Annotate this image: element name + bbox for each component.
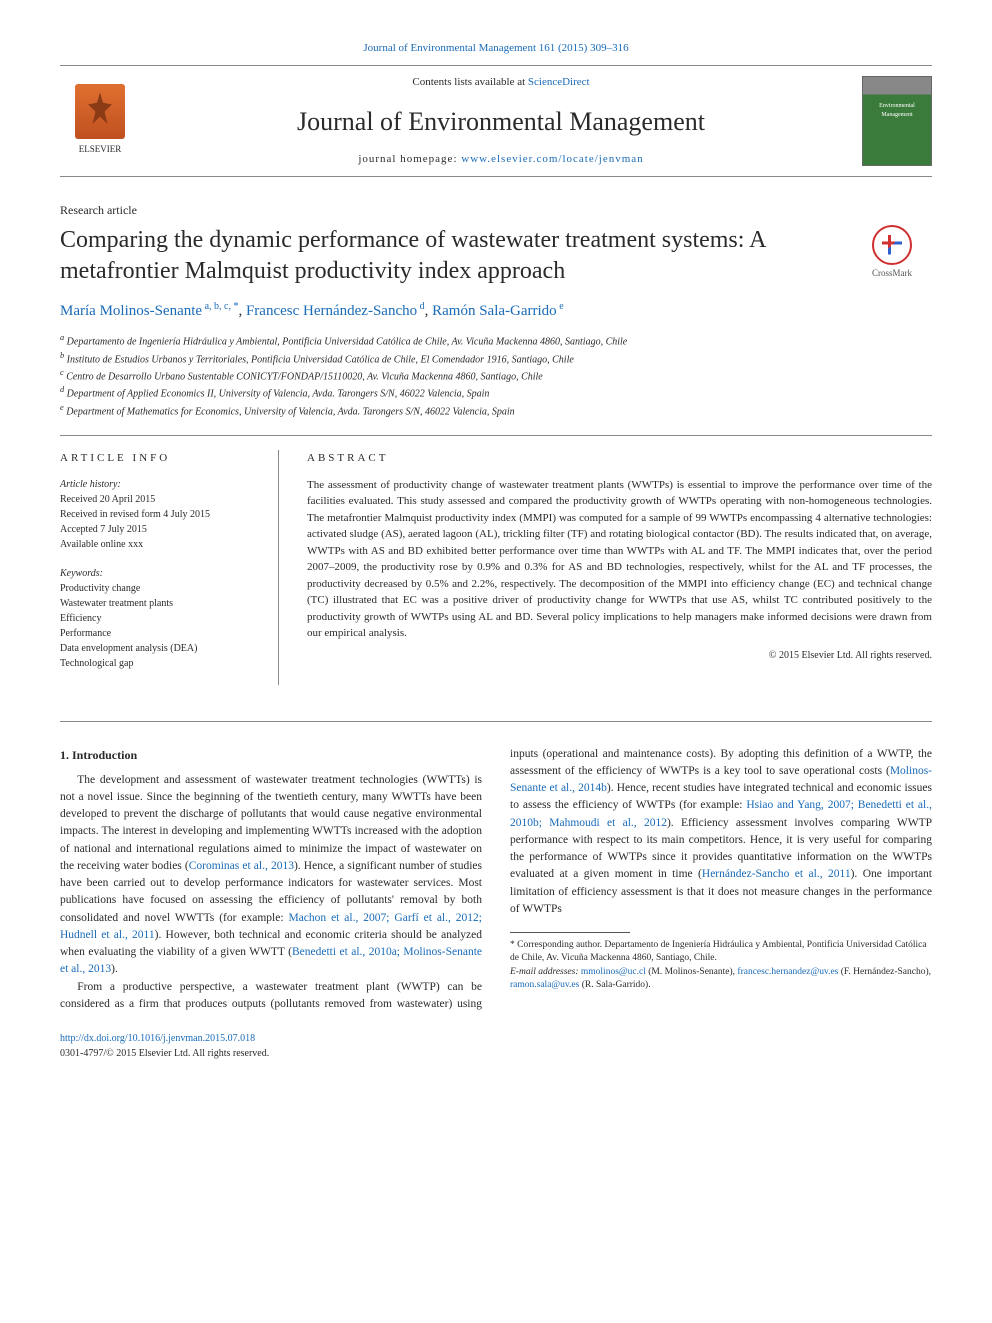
elsevier-logo: ELSEVIER	[60, 76, 140, 166]
journal-cover-thumbnail: Environmental Management	[862, 76, 932, 166]
email-label: E-mail addresses:	[510, 967, 581, 977]
history-accepted: Accepted 7 July 2015	[60, 522, 250, 537]
affiliation-e: e Department of Mathematics for Economic…	[60, 402, 932, 419]
email-2[interactable]: francesc.hernandez@uv.es	[737, 967, 838, 977]
contents-line: Contents lists available at ScienceDirec…	[140, 74, 862, 91]
doi-link[interactable]: http://dx.doi.org/10.1016/j.jenvman.2015…	[60, 1033, 255, 1044]
title-row: Comparing the dynamic performance of was…	[60, 225, 932, 287]
issn-copyright: 0301-4797/© 2015 Elsevier Ltd. All right…	[60, 1048, 269, 1059]
email-3[interactable]: ramon.sala@uv.es	[510, 980, 579, 990]
author-3[interactable]: Ramón Sala-Garrido	[432, 303, 557, 319]
body-separator	[60, 721, 932, 722]
email-footnote: E-mail addresses: mmolinos@uc.cl (M. Mol…	[510, 966, 932, 993]
article-title: Comparing the dynamic performance of was…	[60, 225, 832, 287]
article-info-column: ARTICLE INFO Article history: Received 2…	[60, 450, 250, 685]
keyword-4: Performance	[60, 626, 250, 641]
author-2-sup: d	[417, 301, 425, 312]
cite-hernandez-2011[interactable]: Hernández-Sancho et al., 2011	[702, 868, 851, 880]
affiliation-a: a Departamento de Ingeniería Hidráulica …	[60, 332, 932, 349]
author-2[interactable]: Francesc Hernández-Sancho	[246, 303, 417, 319]
header-center: Contents lists available at ScienceDirec…	[140, 74, 862, 168]
body-para-1: The development and assessment of wastew…	[60, 772, 482, 979]
keyword-3: Efficiency	[60, 611, 250, 626]
body-columns: 1. Introduction The development and asse…	[60, 746, 932, 1014]
authors-line: María Molinos-Senante a, b, c, *, France…	[60, 299, 932, 323]
section-1-heading: 1. Introduction	[60, 746, 482, 764]
elsevier-label: ELSEVIER	[79, 143, 122, 157]
homepage-line: journal homepage: www.elsevier.com/locat…	[140, 151, 862, 168]
keyword-5: Data envelopment analysis (DEA)	[60, 641, 250, 656]
journal-citation-link[interactable]: Journal of Environmental Management 161 …	[363, 42, 628, 54]
history-received: Received 20 April 2015	[60, 492, 250, 507]
sciencedirect-link[interactable]: ScienceDirect	[528, 76, 590, 88]
homepage-prefix: journal homepage:	[358, 153, 461, 165]
affiliation-b: b Instituto de Estudios Urbanos y Territ…	[60, 350, 932, 367]
author-1-sup: a, b, c, *	[202, 301, 238, 312]
abstract-column: ABSTRACT The assessment of productivity …	[278, 450, 932, 685]
affiliation-c: c Centro de Desarrollo Urbano Sustentabl…	[60, 367, 932, 384]
homepage-link[interactable]: www.elsevier.com/locate/jenvman	[461, 153, 643, 165]
footnote-rule	[510, 932, 630, 933]
journal-header: ELSEVIER Contents lists available at Sci…	[60, 65, 932, 177]
author-1[interactable]: María Molinos-Senante	[60, 303, 202, 319]
author-3-sup: e	[557, 301, 564, 312]
abstract-heading: ABSTRACT	[307, 450, 932, 467]
crossmark-badge[interactable]: CrossMark	[852, 225, 932, 281]
elsevier-tree-icon	[75, 84, 125, 139]
info-abstract-row: ARTICLE INFO Article history: Received 2…	[60, 435, 932, 685]
article-type: Research article	[60, 201, 932, 219]
history-label: Article history:	[60, 477, 250, 492]
cite-corominas-2013[interactable]: Corominas et al., 2013	[189, 860, 294, 872]
article-history: Article history: Received 20 April 2015 …	[60, 477, 250, 552]
journal-name: Journal of Environmental Management	[140, 102, 862, 141]
doi-block: http://dx.doi.org/10.1016/j.jenvman.2015…	[60, 1031, 932, 1061]
affiliation-d: d Department of Applied Economics II, Un…	[60, 384, 932, 401]
crossmark-label: CrossMark	[872, 268, 912, 278]
top-journal-link: Journal of Environmental Management 161 …	[60, 40, 932, 57]
keyword-1: Productivity change	[60, 581, 250, 596]
affiliations: a Departamento de Ingeniería Hidráulica …	[60, 332, 932, 419]
keywords-block: Keywords: Productivity change Wastewater…	[60, 566, 250, 671]
contents-prefix: Contents lists available at	[412, 76, 527, 88]
abstract-text: The assessment of productivity change of…	[307, 477, 932, 642]
email-1[interactable]: mmolinos@uc.cl	[581, 967, 646, 977]
crossmark-icon	[872, 225, 912, 265]
history-revised: Received in revised form 4 July 2015	[60, 507, 250, 522]
article-info-heading: ARTICLE INFO	[60, 450, 250, 467]
keyword-2: Wastewater treatment plants	[60, 596, 250, 611]
keyword-6: Technological gap	[60, 656, 250, 671]
history-online: Available online xxx	[60, 537, 250, 552]
abstract-copyright: © 2015 Elsevier Ltd. All rights reserved…	[307, 648, 932, 663]
corresponding-author-footnote: * Corresponding author. Departamento de …	[510, 939, 932, 966]
keywords-label: Keywords:	[60, 566, 250, 581]
